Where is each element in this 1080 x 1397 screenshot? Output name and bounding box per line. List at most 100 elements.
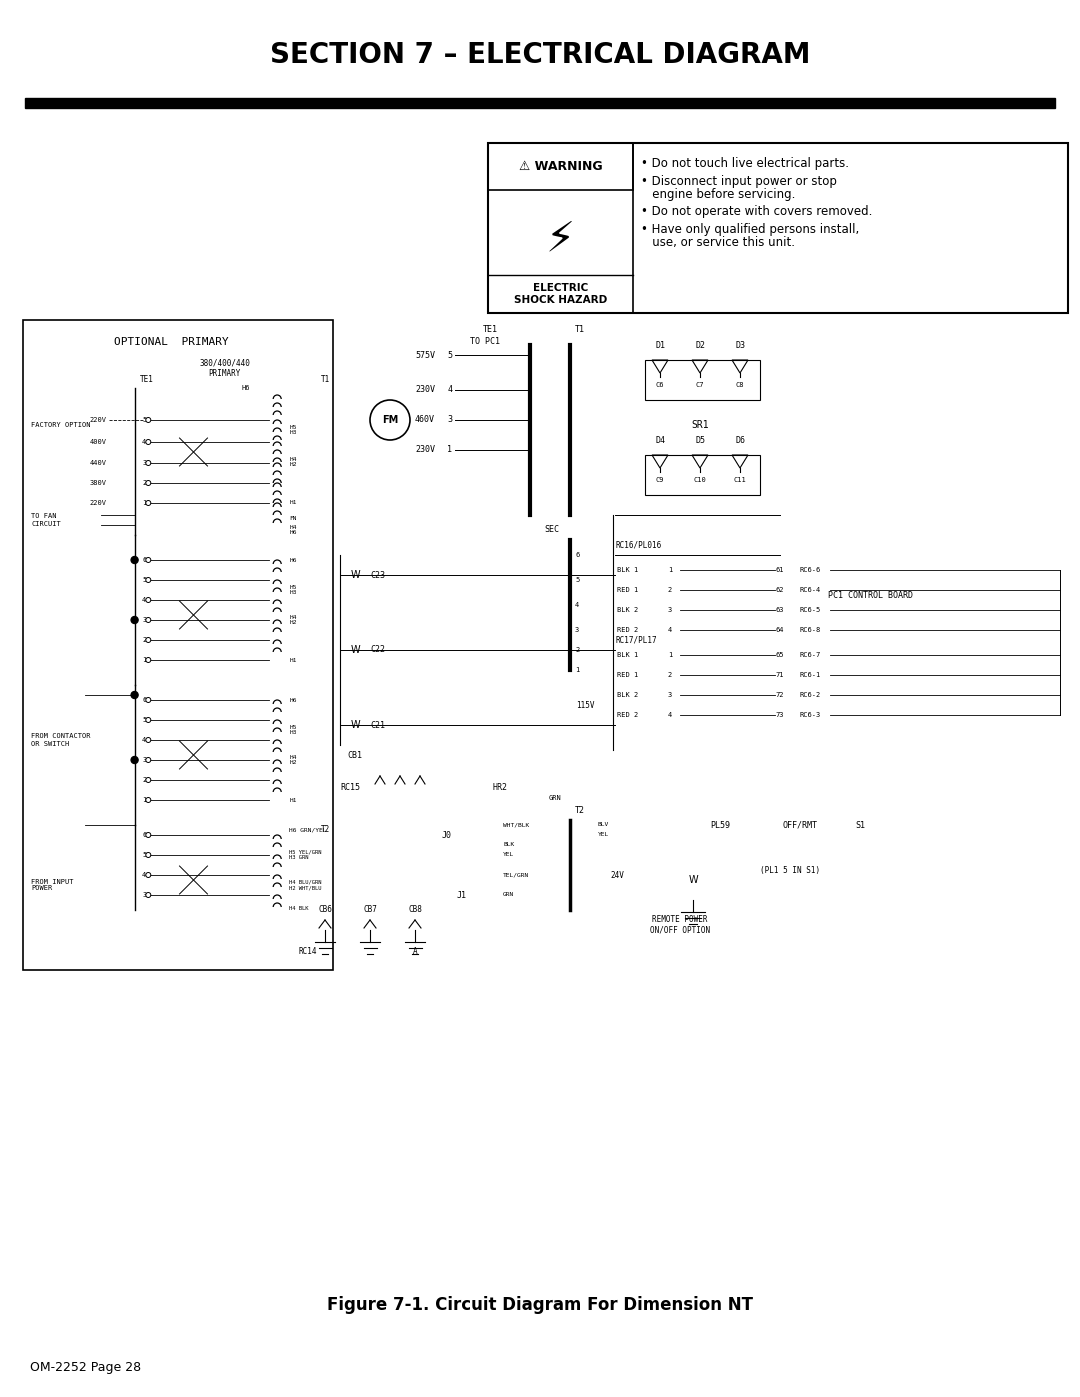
- Text: H4
H2: H4 H2: [289, 615, 297, 626]
- Text: RC17/PL17: RC17/PL17: [615, 636, 657, 644]
- Circle shape: [131, 692, 138, 698]
- Text: H6 GRN/YEL: H6 GRN/YEL: [289, 827, 326, 833]
- Text: 380/400/440
PRIMARY: 380/400/440 PRIMARY: [199, 358, 249, 377]
- Text: SR1: SR1: [691, 420, 708, 430]
- Text: 4: 4: [143, 872, 147, 877]
- Text: 1: 1: [447, 446, 453, 454]
- Text: 1: 1: [143, 500, 147, 506]
- Text: GRN: GRN: [503, 893, 514, 897]
- Text: RC14: RC14: [299, 947, 318, 957]
- Circle shape: [131, 616, 138, 623]
- Text: H5 YEL/GRN
H3 GRN: H5 YEL/GRN H3 GRN: [289, 849, 322, 861]
- Text: 6: 6: [143, 557, 147, 563]
- Text: • Disconnect input power or stop: • Disconnect input power or stop: [642, 175, 837, 189]
- Bar: [645, 360, 760, 400]
- Text: 440V: 440V: [90, 460, 107, 467]
- Text: H5
H3: H5 H3: [289, 584, 297, 595]
- Circle shape: [146, 598, 151, 602]
- Text: TE1: TE1: [483, 326, 498, 334]
- Text: D5: D5: [696, 436, 705, 446]
- Text: H1: H1: [289, 500, 297, 506]
- Text: TE1: TE1: [140, 374, 154, 384]
- Text: S1: S1: [855, 820, 865, 830]
- Text: 6: 6: [143, 697, 147, 703]
- Text: YEL: YEL: [503, 852, 514, 858]
- Text: 2: 2: [143, 777, 147, 782]
- Text: 62: 62: [775, 587, 784, 592]
- Text: 220V: 220V: [90, 500, 107, 506]
- Circle shape: [146, 418, 151, 422]
- Text: RC6-2: RC6-2: [800, 692, 821, 698]
- Text: 3: 3: [143, 460, 147, 467]
- Text: TEL/GRN: TEL/GRN: [503, 873, 529, 877]
- Text: FROM CONTACTOR
OR SWITCH: FROM CONTACTOR OR SWITCH: [31, 733, 91, 746]
- Text: 5: 5: [575, 577, 579, 583]
- Text: • Have only qualified persons install,: • Have only qualified persons install,: [642, 224, 860, 236]
- Text: 380V: 380V: [90, 481, 107, 486]
- Text: 4: 4: [575, 602, 579, 608]
- Text: 4: 4: [667, 627, 672, 633]
- Text: SEC: SEC: [544, 525, 559, 534]
- Text: CB7: CB7: [363, 905, 377, 915]
- Text: C23: C23: [370, 570, 384, 580]
- Circle shape: [146, 481, 151, 486]
- Circle shape: [146, 697, 151, 703]
- Text: 63: 63: [775, 608, 784, 613]
- Text: 3: 3: [447, 415, 453, 425]
- Text: RC6-8: RC6-8: [800, 627, 821, 633]
- Text: 5: 5: [447, 351, 453, 359]
- Circle shape: [146, 852, 151, 858]
- Text: CB6: CB6: [319, 905, 332, 915]
- Text: ⚠ WARNING: ⚠ WARNING: [518, 161, 603, 173]
- Text: WHT/BLK: WHT/BLK: [503, 823, 529, 827]
- Circle shape: [146, 461, 151, 465]
- Text: TO PC1: TO PC1: [470, 338, 500, 346]
- Text: RC16/PL016: RC16/PL016: [615, 541, 661, 549]
- Text: W: W: [350, 570, 360, 580]
- Text: RED 2: RED 2: [617, 712, 638, 718]
- Text: 3: 3: [143, 893, 147, 898]
- Circle shape: [146, 873, 151, 877]
- Text: H6: H6: [242, 386, 251, 391]
- Text: TO FAN
CIRCUIT: TO FAN CIRCUIT: [31, 514, 60, 527]
- Circle shape: [146, 893, 151, 897]
- Text: BLK 1: BLK 1: [617, 567, 638, 573]
- Text: 5: 5: [143, 852, 147, 858]
- Text: H6: H6: [289, 557, 297, 563]
- Text: 5: 5: [143, 416, 147, 423]
- Text: RC6-6: RC6-6: [800, 567, 821, 573]
- Circle shape: [146, 440, 151, 444]
- Text: engine before servicing.: engine before servicing.: [642, 189, 795, 201]
- Text: 6: 6: [575, 552, 579, 557]
- Circle shape: [146, 798, 151, 802]
- Text: 71: 71: [775, 672, 784, 678]
- Text: GRN: GRN: [549, 795, 562, 800]
- Text: H4 BLK: H4 BLK: [289, 905, 309, 911]
- Text: C21: C21: [370, 721, 384, 729]
- Text: • Do not operate with covers removed.: • Do not operate with covers removed.: [642, 205, 873, 218]
- Text: 4: 4: [447, 386, 453, 394]
- Text: RC6-5: RC6-5: [800, 608, 821, 613]
- Text: BLV: BLV: [598, 823, 609, 827]
- Text: W: W: [350, 645, 360, 655]
- Text: T2: T2: [321, 826, 330, 834]
- Text: OM-2252 Page 28: OM-2252 Page 28: [30, 1362, 141, 1375]
- Text: W: W: [688, 875, 698, 886]
- Text: 2: 2: [575, 647, 579, 652]
- Text: 1: 1: [667, 652, 672, 658]
- Text: 64: 64: [775, 627, 784, 633]
- Text: BLK 2: BLK 2: [617, 692, 638, 698]
- Circle shape: [146, 778, 151, 782]
- Text: H5
H3: H5 H3: [289, 425, 297, 436]
- Text: 5: 5: [143, 717, 147, 724]
- Text: CB8: CB8: [408, 905, 422, 915]
- Text: T1: T1: [575, 326, 585, 334]
- Text: 230V: 230V: [415, 386, 435, 394]
- Text: 1: 1: [143, 798, 147, 803]
- Text: 4: 4: [143, 738, 147, 743]
- Text: J1: J1: [457, 890, 467, 900]
- Text: T1: T1: [321, 374, 330, 384]
- Text: RED 1: RED 1: [617, 672, 638, 678]
- Text: 73: 73: [775, 712, 784, 718]
- Text: H4
H2: H4 H2: [289, 754, 297, 766]
